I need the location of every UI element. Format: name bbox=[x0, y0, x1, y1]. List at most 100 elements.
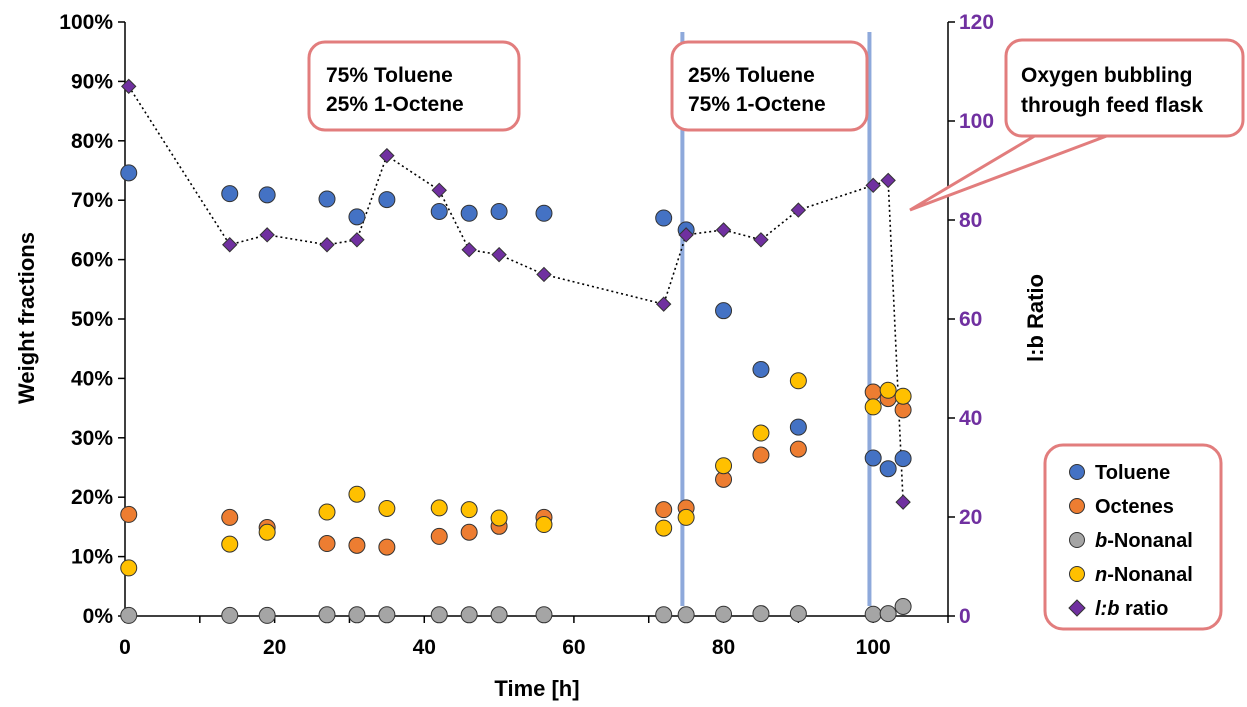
legend-label-rest: -Nonanal bbox=[1107, 564, 1193, 586]
lb-ratio-point bbox=[222, 237, 238, 253]
n-nonanal-point bbox=[460, 501, 478, 519]
n-nonanal-point bbox=[258, 523, 276, 541]
n-nonanal-point bbox=[789, 372, 807, 390]
y-tick-label: 70% bbox=[71, 189, 113, 212]
y-tick-label: 10% bbox=[71, 546, 113, 569]
octenes-point bbox=[430, 527, 448, 545]
annotation-box bbox=[670, 40, 869, 132]
n-nonanal-point bbox=[221, 535, 239, 553]
x-tick-label: 100 bbox=[856, 636, 891, 659]
n-nonanal-point bbox=[879, 381, 897, 399]
b-nonanal-point bbox=[348, 606, 366, 624]
octenes-point bbox=[318, 535, 336, 553]
y-tick-label: 50% bbox=[71, 308, 113, 331]
octenes-point bbox=[752, 446, 770, 464]
annotation-line: through feed flask bbox=[1021, 94, 1203, 117]
octenes-point bbox=[789, 440, 807, 458]
y-axis-title: Weight fractions bbox=[14, 232, 39, 404]
octenes-point bbox=[378, 538, 396, 556]
y-tick-label: 0% bbox=[83, 605, 114, 628]
y-tick-label: 30% bbox=[71, 427, 113, 450]
lb-ratio-point bbox=[715, 222, 732, 238]
n-nonanal-point bbox=[864, 398, 882, 416]
x-axis-title: Time [h] bbox=[494, 676, 579, 701]
lb-ratio-point bbox=[431, 182, 447, 199]
y2-tick-label: 120 bbox=[959, 11, 994, 34]
annotation-box bbox=[307, 40, 521, 132]
y2-tick-label: 80 bbox=[959, 209, 982, 232]
y2-tick-label: 100 bbox=[959, 110, 994, 133]
lb-ratio-point bbox=[536, 266, 552, 283]
lb-ratio-point bbox=[121, 78, 137, 95]
n-nonanal-point bbox=[348, 485, 366, 503]
legend-marker bbox=[1069, 464, 1085, 480]
y2-tick-label: 0 bbox=[959, 605, 971, 628]
legend-marker bbox=[1069, 532, 1085, 548]
b-nonanal-point bbox=[894, 597, 912, 615]
annotation-toluene-75: 75% Toluene 25% 1-Octene bbox=[307, 40, 521, 132]
annotation-joint-cover bbox=[1040, 126, 1110, 134]
annotation-oxygen-bubbling: Oxygen bubbling through feed flask bbox=[909, 38, 1245, 212]
toluene-point bbox=[258, 186, 276, 204]
lb-ratio-point bbox=[461, 241, 477, 258]
n-nonanal-point bbox=[318, 503, 336, 521]
b-nonanal-point bbox=[677, 606, 695, 624]
annotation-toluene-25: 25% Toluene 75% 1-Octene bbox=[670, 40, 869, 132]
legend-label: Toluene bbox=[1095, 462, 1170, 484]
octenes-point bbox=[655, 501, 673, 519]
octenes-point bbox=[460, 523, 478, 541]
n-nonanal-point bbox=[752, 424, 770, 442]
toluene-point bbox=[490, 202, 508, 220]
n-nonanal-point bbox=[120, 559, 138, 577]
b-nonanal-point bbox=[752, 605, 770, 623]
annotation-line: 75% 1-Octene bbox=[688, 93, 826, 116]
x-tick-label: 40 bbox=[413, 636, 436, 659]
annotation-line: 75% Toluene bbox=[326, 64, 453, 87]
octenes-point bbox=[348, 536, 366, 554]
b-nonanal-point bbox=[318, 606, 336, 624]
lb-ratio-point bbox=[655, 296, 672, 312]
n-nonanal-point bbox=[490, 509, 508, 527]
lb-ratio-line bbox=[128, 85, 904, 503]
toluene-point bbox=[535, 204, 553, 222]
x-axis-ticks: 0 20 40 60 80 100 bbox=[119, 616, 949, 659]
legend-label-rest: ratio bbox=[1119, 598, 1168, 620]
y2-tick-label: 60 bbox=[959, 308, 982, 331]
b-nonanal-point bbox=[879, 605, 897, 623]
b-nonanal-point bbox=[535, 606, 553, 624]
b-nonanal-point bbox=[655, 606, 673, 624]
lb-ratio-point bbox=[491, 246, 507, 263]
lb-ratio-point bbox=[678, 227, 694, 243]
lb-ratio-point bbox=[895, 494, 911, 510]
toluene-point bbox=[318, 190, 336, 208]
annotation-box bbox=[1004, 38, 1245, 138]
legend-label: b-Nonanal bbox=[1095, 530, 1193, 552]
legend-label: n-Nonanal bbox=[1095, 564, 1193, 586]
lb-ratio-point bbox=[865, 177, 881, 194]
lb-ratio-point bbox=[753, 232, 769, 248]
toluene-point bbox=[894, 450, 912, 468]
x-tick-label: 20 bbox=[263, 636, 286, 659]
n-nonanal-point bbox=[677, 508, 695, 526]
y-axis-ticks: 0% 10% 20% 30% 40% 50% 60% 70% 80% 90% 100% bbox=[59, 11, 125, 628]
n-nonanal-point bbox=[430, 499, 448, 517]
b-nonanal-point bbox=[715, 605, 733, 623]
y2-axis-ticks: 0 20 40 60 80 100 120 bbox=[948, 11, 994, 628]
b-nonanal-point bbox=[258, 606, 276, 624]
toluene-point bbox=[221, 185, 239, 203]
legend-label-italic: n bbox=[1095, 564, 1107, 586]
legend-label: Octenes bbox=[1095, 496, 1174, 518]
legend-label-italic: b bbox=[1095, 530, 1107, 552]
annotation-line: 25% 1-Octene bbox=[326, 93, 464, 116]
y-tick-label: 100% bbox=[59, 11, 113, 34]
legend-marker bbox=[1069, 498, 1085, 514]
y2-tick-label: 20 bbox=[959, 506, 982, 529]
lb-ratio-point bbox=[349, 232, 365, 248]
annotation-line: 25% Toluene bbox=[688, 64, 815, 87]
annotation-callout-pointer bbox=[909, 132, 1113, 212]
b-nonanal-point bbox=[120, 606, 138, 624]
legend-box bbox=[1043, 443, 1223, 631]
y-tick-label: 40% bbox=[71, 367, 113, 390]
lb-ratio-point bbox=[259, 227, 275, 243]
